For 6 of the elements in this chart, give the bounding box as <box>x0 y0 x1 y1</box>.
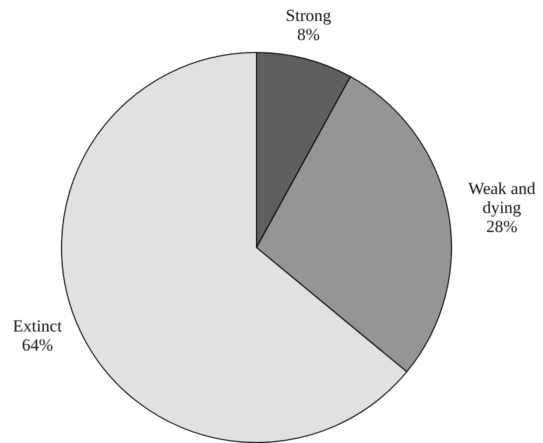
data-label: 64% <box>22 335 53 354</box>
slice-label: Extinct <box>12 316 62 336</box>
slice-label: Strong <box>286 6 332 26</box>
slice-label: Weak and dying <box>468 178 536 217</box>
data-label: 8% <box>297 25 320 44</box>
data-label: 28% <box>486 216 518 236</box>
